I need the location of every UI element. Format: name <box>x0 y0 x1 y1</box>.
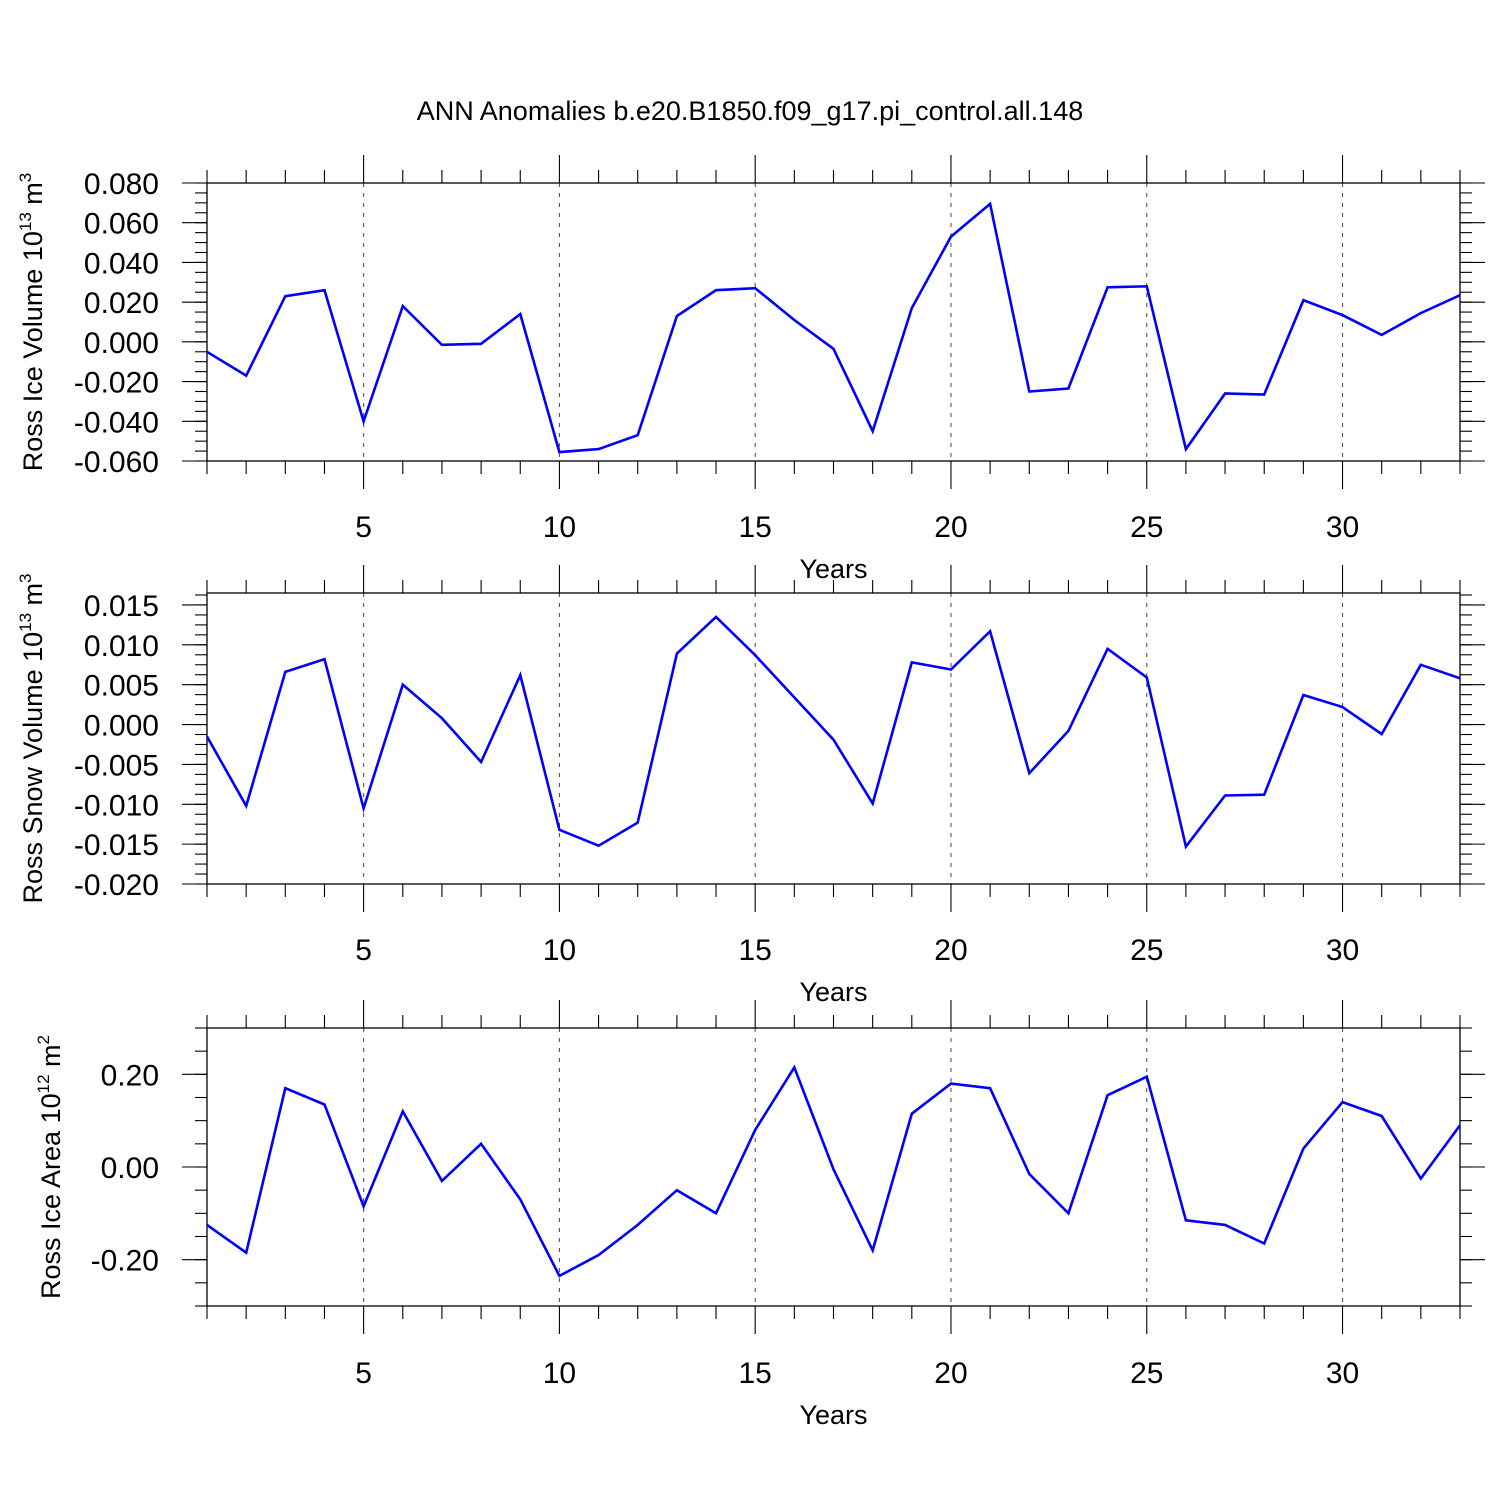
x-tick-label: 10 <box>543 934 576 967</box>
x-tick-label: 30 <box>1326 1357 1359 1390</box>
series-line <box>205 615 1461 850</box>
chart-panel-3: -0.20 0.00 0.20 5 10 15 20 25 30 Years Ross Ice Ar… <box>34 1000 1485 1430</box>
y-tick-label: -0.005 <box>74 749 159 782</box>
x-tick-label: 15 <box>739 934 772 967</box>
y-tick-label: 0.020 <box>84 287 159 320</box>
y-axis-label: Ross Ice Volume 1013 m3 <box>16 173 48 472</box>
x-tick-label: 10 <box>543 1357 576 1390</box>
series-line <box>206 201 1461 454</box>
y-tick-label: -0.010 <box>74 789 159 822</box>
x-axis-label: Years <box>799 1400 867 1430</box>
y-axis-label: Ross Ice Area 1012 m2 <box>34 1035 66 1299</box>
y-tick-label: -0.020 <box>74 367 159 400</box>
y-tick-label: 0.000 <box>84 327 159 360</box>
y-tick-label: -0.060 <box>74 446 159 479</box>
y-axis-label: Ross Snow Volume 1013 m3 <box>16 573 48 903</box>
plot-frame <box>206 182 1461 462</box>
y-tick-label: 0.010 <box>84 630 159 663</box>
y-tick-label: 0.080 <box>84 168 159 201</box>
y-tick-label: -0.020 <box>74 869 159 902</box>
chart-panel-1: -0.060 -0.040 -0.020 0.000 0.020 0.040 0.060 0.… <box>16 155 1485 584</box>
x-tick-label: 5 <box>355 1357 372 1390</box>
y-tick-label: -0.040 <box>74 406 159 439</box>
figure-title: ANN Anomalies b.e20.B1850.f09_g17.pi_con… <box>417 96 1083 126</box>
y-tick-label: 0.060 <box>84 208 159 241</box>
x-tick-label: 5 <box>355 511 372 544</box>
x-axis-label: Years <box>799 977 867 1007</box>
y-tick-label: 0.040 <box>84 247 159 280</box>
x-tick-label: 20 <box>934 1357 967 1390</box>
y-tick-label: 0.20 <box>101 1059 159 1092</box>
x-tick-label: 25 <box>1130 934 1163 967</box>
x-tick-label: 5 <box>355 934 372 967</box>
plot-frame <box>206 1027 1461 1307</box>
x-tick-label: 15 <box>739 1357 772 1390</box>
y-tick-label: -0.20 <box>91 1245 159 1278</box>
y-tick-label: 0.000 <box>84 710 159 743</box>
x-tick-label: 20 <box>934 934 967 967</box>
y-tick-label: 0.00 <box>101 1152 159 1185</box>
x-tick-label: 30 <box>1326 511 1359 544</box>
y-tick-label: -0.015 <box>74 829 159 862</box>
x-tick-label: 25 <box>1130 1357 1163 1390</box>
y-tick-label: 0.015 <box>84 590 159 623</box>
chart-panel-2: -0.020 -0.015 -0.010 -0.005 0.000 0.005 0.010 0… <box>16 565 1485 1007</box>
x-tick-label: 25 <box>1130 511 1163 544</box>
x-tick-label: 10 <box>543 511 576 544</box>
series-line <box>206 1064 1462 1278</box>
x-axis-label: Years <box>799 554 867 584</box>
x-tick-label: 20 <box>934 511 967 544</box>
x-tick-label: 15 <box>739 511 772 544</box>
y-tick-label: 0.005 <box>84 670 159 703</box>
x-tick-label: 30 <box>1326 934 1359 967</box>
